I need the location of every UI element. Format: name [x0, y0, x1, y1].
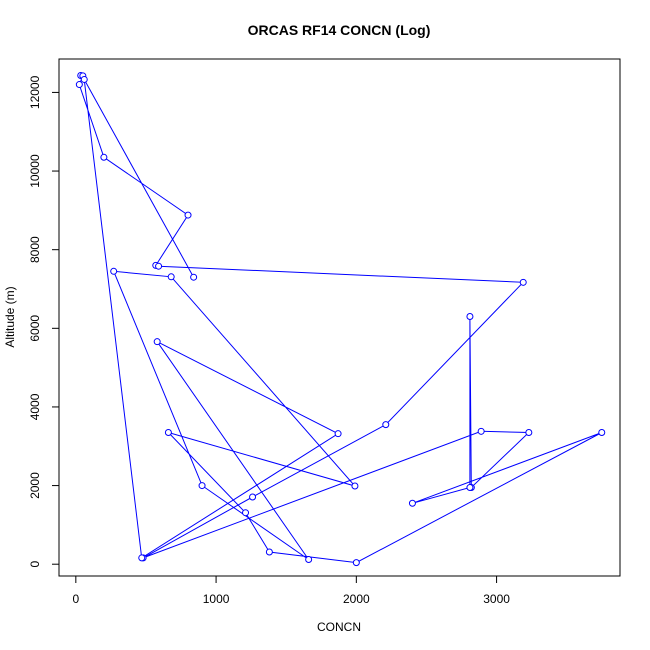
data-point — [164, 428, 172, 436]
x-tick-label: 1000 — [203, 592, 230, 606]
data-point — [75, 81, 83, 89]
data-point — [249, 493, 257, 501]
data-point — [155, 262, 163, 270]
plot-frame — [58, 58, 621, 577]
y-tick-label: 10000 — [28, 154, 42, 188]
data-point — [351, 482, 359, 490]
x-axis: 0 1000 2000 3000 — [72, 575, 510, 606]
data-point — [334, 430, 342, 438]
y-tick-label: 2000 — [28, 472, 42, 499]
chart-title: ORCAS RF14 CONCN (Log) — [248, 22, 431, 38]
data-point — [198, 482, 206, 490]
points-layer — [75, 72, 606, 567]
data-point — [80, 75, 88, 83]
data-point — [167, 273, 175, 281]
y-axis-label: Altitude (m) — [3, 286, 17, 347]
data-point — [305, 555, 313, 563]
y-axis: 0 2000 4000 6000 8000 10000 12000 — [28, 75, 60, 568]
data-point — [190, 273, 198, 281]
data-point — [525, 428, 533, 436]
y-tick-label: 0 — [28, 561, 42, 568]
series-line — [78, 75, 603, 564]
data-point — [352, 559, 360, 567]
data-point — [138, 554, 146, 562]
data-point — [466, 313, 474, 321]
x-tick-label: 0 — [72, 592, 79, 606]
data-point — [477, 427, 485, 435]
y-tick-label: 8000 — [28, 236, 42, 263]
series-layer — [78, 75, 603, 564]
data-point — [242, 509, 250, 517]
y-tick-label: 6000 — [28, 315, 42, 342]
data-point — [153, 338, 161, 346]
x-axis-label: CONCN — [317, 620, 361, 634]
y-tick-label: 12000 — [28, 75, 42, 109]
data-point — [382, 421, 390, 429]
data-point — [408, 499, 416, 507]
x-tick-label: 2000 — [343, 592, 370, 606]
data-point — [184, 211, 192, 219]
data-point — [110, 267, 118, 275]
y-tick-label: 4000 — [28, 393, 42, 420]
data-point — [265, 548, 273, 556]
data-point — [598, 428, 606, 436]
x-tick-label: 3000 — [483, 592, 510, 606]
data-point — [100, 153, 108, 161]
data-point — [466, 484, 474, 492]
data-point — [519, 278, 527, 286]
